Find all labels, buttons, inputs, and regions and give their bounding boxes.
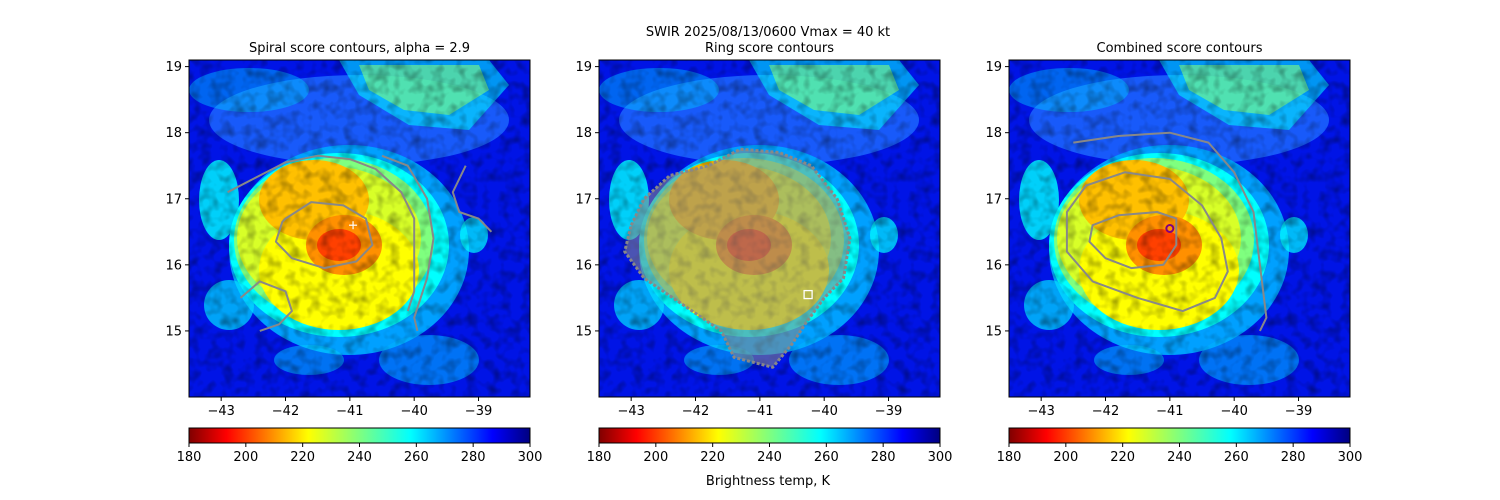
colorbar-tick-label: 200 <box>1053 450 1078 465</box>
colorbar-tick-label: 260 <box>1224 450 1249 465</box>
y-tick-label: 18 <box>985 126 1002 141</box>
colorbar-tick-label: 180 <box>997 450 1022 465</box>
colorbar-tick-label: 300 <box>518 450 543 465</box>
colorbar <box>188 427 531 444</box>
x-tick-label: −42 <box>1092 404 1119 419</box>
panel-title: Ring score contours <box>705 41 834 56</box>
combined-mid-contour <box>1065 171 1229 313</box>
colorbar-tick-label: 180 <box>587 450 612 465</box>
colorbar-tick-label: 280 <box>871 450 896 465</box>
y-tick-label: 18 <box>575 126 592 141</box>
y-tick-label: 19 <box>985 60 1002 75</box>
satellite-image <box>1009 60 1350 397</box>
y-tick-label: 15 <box>165 324 182 339</box>
colorbar-tick-label: 180 <box>177 450 202 465</box>
colorbar-tick-label: 280 <box>461 450 486 465</box>
colorbar-tick-label: 260 <box>814 450 839 465</box>
x-tick-label: −41 <box>336 404 363 419</box>
center-square-marker <box>803 289 813 300</box>
x-tick-label: −42 <box>682 404 709 419</box>
x-tick-label: −39 <box>465 404 492 419</box>
colorbar-tick-label: 220 <box>700 450 725 465</box>
axes-frame <box>598 59 941 398</box>
panel-title: Spiral score contours, alpha = 2.9 <box>249 41 470 56</box>
colorbar-tick-label: 300 <box>928 450 953 465</box>
colorbar-tick-label: 240 <box>347 450 372 465</box>
combined-inner-contour <box>1088 211 1178 270</box>
colorbar-tick-label: 220 <box>1110 450 1135 465</box>
x-tick-label: −39 <box>1285 404 1312 419</box>
y-tick-label: 16 <box>575 258 592 273</box>
spiral-arc-far-east <box>451 165 493 233</box>
spiral-inner-contour <box>274 201 374 270</box>
y-tick-label: 17 <box>575 192 592 207</box>
x-tick-label: −39 <box>875 404 902 419</box>
colorbar-tick-label: 260 <box>404 450 429 465</box>
y-tick-label: 15 <box>985 324 1002 339</box>
center-circle-marker <box>1165 224 1175 233</box>
panel-title: Combined score contours <box>1097 41 1263 56</box>
colorbar-tick-label: 240 <box>1167 450 1192 465</box>
x-tick-label: −43 <box>1027 404 1054 419</box>
spiral-outer-contour <box>227 154 416 312</box>
satellite-image <box>189 60 530 397</box>
combined-outer-contour <box>1073 131 1268 332</box>
x-tick-label: −40 <box>1220 404 1247 419</box>
x-tick-label: −40 <box>400 404 427 419</box>
y-tick-label: 19 <box>165 60 182 75</box>
spiral-arc-east <box>381 154 435 332</box>
ring-score-region <box>623 147 852 369</box>
x-tick-label: −43 <box>617 404 644 419</box>
colorbar-tick-label: 200 <box>233 450 258 465</box>
spiral-arc-southwest <box>239 280 293 332</box>
x-tick-label: −40 <box>810 404 837 419</box>
panel-2: Ring score contours −43 −42 −41 −40 −39 15 16 17… <box>575 41 952 465</box>
axes-frame <box>188 59 531 398</box>
y-tick-label: 16 <box>985 258 1002 273</box>
panel-3: Combined score contours −43 −42 −41 −40 −39 15… <box>985 41 1362 465</box>
satellite-image <box>599 60 940 397</box>
colorbar-tick-label: 200 <box>643 450 668 465</box>
colorbar-tick-label: 220 <box>290 450 315 465</box>
axes-frame <box>1008 59 1351 398</box>
colorbar <box>598 427 941 444</box>
colorbar-tick-label: 300 <box>1338 450 1363 465</box>
x-tick-label: −41 <box>1156 404 1183 419</box>
y-tick-label: 17 <box>985 192 1002 207</box>
y-tick-label: 18 <box>165 126 182 141</box>
colorbar-tick-label: 280 <box>1281 450 1306 465</box>
center-plus-marker <box>349 221 358 230</box>
panel-1: Spiral score contours, alpha = 2.9 −43 −42… <box>165 41 542 465</box>
y-tick-label: 16 <box>165 258 182 273</box>
x-tick-label: −41 <box>746 404 773 419</box>
colorbar-label: Brightness temp, K <box>706 474 831 489</box>
y-tick-label: 19 <box>575 60 592 75</box>
colorbar <box>1008 427 1351 444</box>
x-tick-label: −43 <box>207 404 234 419</box>
y-tick-label: 17 <box>165 192 182 207</box>
y-tick-label: 15 <box>575 324 592 339</box>
colorbar-tick-label: 240 <box>757 450 782 465</box>
x-tick-label: −42 <box>272 404 299 419</box>
figure-suptitle: SWIR 2025/08/13/0600 Vmax = 40 kt <box>646 25 890 40</box>
